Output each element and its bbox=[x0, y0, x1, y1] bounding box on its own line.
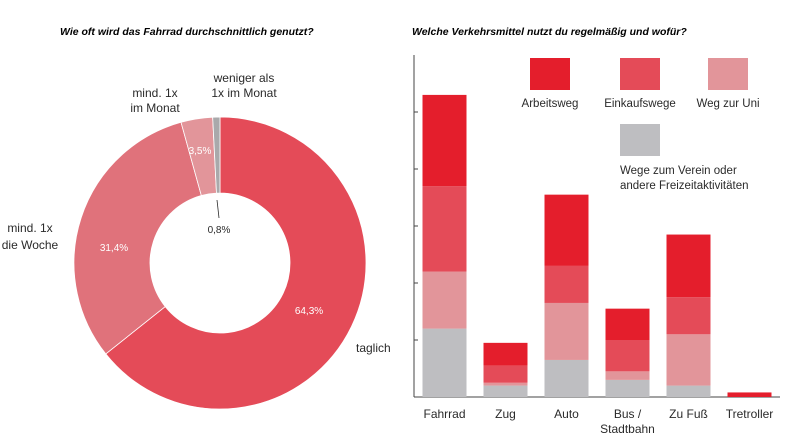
slice-category-label: taglich bbox=[356, 341, 391, 355]
donut-slice bbox=[105, 116, 367, 410]
bar-category-label: Zug bbox=[495, 407, 516, 421]
bar-segment bbox=[544, 194, 589, 266]
legend-label: andere Freizeitaktivitäten bbox=[620, 180, 748, 192]
bar-legend: Arbeitsweg Einkaufswege Weg zur Uni Wege zu… bbox=[522, 58, 760, 192]
leader-line bbox=[216, 199, 220, 219]
bar-segment bbox=[483, 382, 528, 386]
slice-category-label: die Woche bbox=[2, 238, 59, 252]
bar-segment bbox=[483, 365, 528, 383]
legend-label: Wege zum Verein oder bbox=[620, 165, 737, 177]
legend-swatch bbox=[620, 124, 660, 156]
bar-category-label: Fahrrad bbox=[423, 407, 465, 421]
legend-swatch bbox=[530, 58, 570, 90]
bar-segment bbox=[544, 359, 589, 397]
legend-swatch bbox=[708, 58, 748, 90]
slice-value-label: 0,8% bbox=[208, 225, 231, 236]
slice-category-label: mind. 1x bbox=[132, 86, 177, 100]
legend-label: Weg zur Uni bbox=[696, 98, 759, 110]
bar-segment bbox=[605, 371, 650, 380]
bar-segment bbox=[422, 186, 467, 272]
donut-slice bbox=[212, 116, 221, 194]
bar-segment bbox=[422, 328, 467, 397]
donut-chart: Wie oft wird das Fahrrad durchschnittlic… bbox=[2, 26, 391, 410]
legend-label: Einkaufswege bbox=[604, 98, 676, 110]
bar-segment bbox=[422, 94, 467, 187]
donut-slices bbox=[73, 116, 367, 410]
bar-segment bbox=[544, 265, 589, 303]
donut-slice bbox=[73, 121, 202, 355]
bar-segment bbox=[666, 297, 711, 335]
bar-category-label: Zu Fuß bbox=[669, 407, 708, 421]
bar-segment bbox=[605, 340, 650, 372]
bar-segment bbox=[483, 385, 528, 397]
bar-stacks bbox=[422, 94, 772, 397]
bar-title: Welche Verkehrsmittel nutzt du regelmäßi… bbox=[412, 26, 687, 38]
slice-category-label: weniger als bbox=[213, 71, 275, 85]
bar-category-label: Tretroller bbox=[726, 407, 774, 421]
slice-value-label: 64,3% bbox=[295, 306, 323, 317]
bar-segment bbox=[544, 302, 589, 360]
bar-category-label: Stadtbahn bbox=[600, 422, 655, 436]
bar-category-label: Bus / bbox=[614, 407, 642, 421]
slice-value-label: 31,4% bbox=[100, 243, 128, 254]
bar-segment bbox=[666, 385, 711, 397]
donut-labels: 64,3% 31,4% 3,5% 0,8% taglich mind. 1x die Woc… bbox=[2, 71, 391, 355]
bar-segment bbox=[605, 379, 650, 397]
bar-category-labels: Fahrrad Zug Auto Bus /Stadtbahn Zu Fuß Tretro… bbox=[423, 407, 773, 436]
slice-category-label: 1x im Monat bbox=[211, 86, 277, 100]
slice-category-label: im Monat bbox=[130, 101, 180, 115]
bar-segment bbox=[605, 308, 650, 340]
bar-segment bbox=[727, 392, 772, 397]
legend-label: Arbeitsweg bbox=[522, 98, 579, 110]
bar-category-label: Auto bbox=[554, 407, 579, 421]
bar-segment bbox=[422, 271, 467, 329]
legend-swatch bbox=[620, 58, 660, 90]
stacked-bar-chart: Welche Verkehrsmittel nutzt du regelmäßi… bbox=[412, 26, 780, 436]
slice-value-label: 3,5% bbox=[189, 146, 212, 157]
bar-axes bbox=[413, 55, 780, 398]
bar-segment bbox=[666, 334, 711, 386]
slice-category-label: mind. 1x bbox=[7, 221, 52, 235]
bar-segment bbox=[483, 342, 528, 366]
donut-title: Wie oft wird das Fahrrad durchschnittlic… bbox=[60, 26, 314, 38]
bar-segment bbox=[666, 234, 711, 298]
